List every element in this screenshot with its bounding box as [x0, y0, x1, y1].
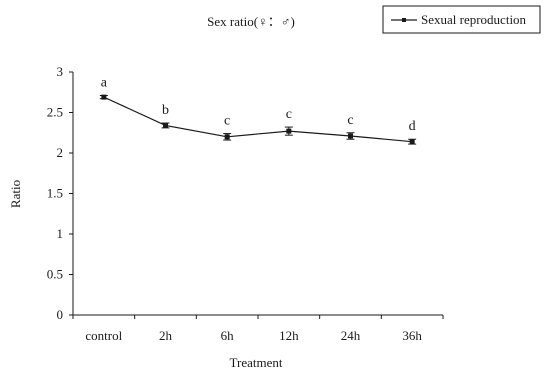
y-tick-label: 1.5 [47, 186, 63, 201]
significance-label: a [101, 75, 108, 90]
significance-label: c [224, 114, 230, 129]
data-point [101, 94, 107, 100]
y-axis-label: Ratio [8, 180, 23, 208]
data-point [163, 122, 168, 128]
y-tick-label: 1 [57, 226, 64, 241]
x-tick-label: 6h [221, 328, 235, 343]
data-point [224, 134, 230, 140]
data-point [286, 128, 292, 134]
y-tick-label: 0.5 [47, 267, 63, 282]
data-point [348, 133, 353, 139]
legend: Sexual reproduction [382, 5, 541, 34]
significance-label: d [409, 119, 416, 134]
x-tick-label: 2h [159, 328, 173, 343]
chart-title: Sex ratio(♀：♂) [207, 14, 295, 29]
y-tick-label: 2 [57, 145, 64, 160]
significance-label: c [347, 113, 353, 128]
y-tick-label: 2.5 [47, 105, 63, 120]
x-tick-label: 36h [402, 328, 422, 343]
series-line [103, 96, 413, 143]
series-group: a b c c c d [99, 75, 417, 145]
x-tick-label: control [85, 328, 122, 343]
x-tick-label: 24h [341, 328, 361, 343]
data-point [409, 139, 415, 145]
legend-marker [402, 18, 406, 22]
y-tick-label: 0 [57, 307, 64, 322]
significance-label: c [286, 107, 292, 122]
x-tick-label: 12h [279, 328, 299, 343]
x-axis-label: Treatment [230, 355, 283, 370]
y-tick-label: 3 [57, 64, 64, 79]
legend-label: Sexual reproduction [421, 12, 527, 27]
significance-label: b [162, 103, 169, 118]
tick-group: 0 0.5 1 1.5 2 2.5 3 control 2h 6h 12h 24h 36h [47, 64, 444, 343]
